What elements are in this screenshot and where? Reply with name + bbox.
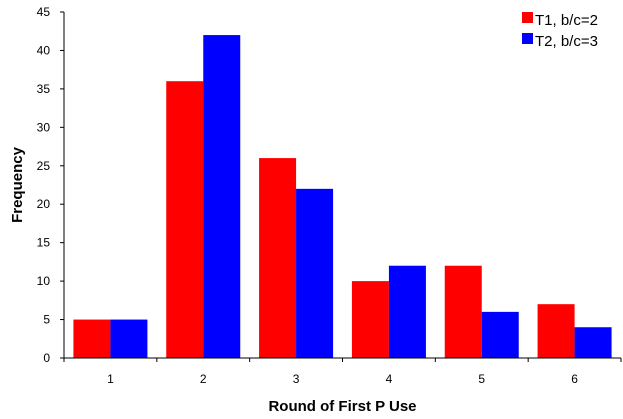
x-tick-label: 6 (571, 372, 578, 386)
y-tick-label: 20 (37, 197, 51, 211)
bar-series-2-cat-2 (203, 35, 241, 358)
bars-group (73, 35, 612, 358)
bar-series-1-cat-3 (259, 158, 297, 358)
bar-series-1-cat-6 (537, 304, 575, 358)
legend-swatch-t2 (522, 33, 533, 44)
legend-label-t1: T1, b/c=2 (535, 12, 598, 29)
x-ticks-group: 1 2 3 4 5 6 (63, 358, 622, 386)
x-tick-label: 5 (478, 372, 485, 386)
y-tick-label: 45 (37, 5, 51, 19)
legend-swatch-t1 (522, 12, 533, 23)
legend: T1, b/c=2 T2, b/c=3 (522, 12, 598, 50)
x-tick-label: 3 (293, 372, 300, 386)
legend-label-t2: T2, b/c=3 (535, 33, 598, 50)
y-axis-title: Frequency (9, 146, 26, 223)
x-tick-label: 4 (386, 372, 393, 386)
y-tick-label: 10 (37, 274, 51, 288)
bar-series-2-cat-3 (296, 188, 334, 358)
y-tick-label: 15 (37, 236, 51, 250)
bar-series-2-cat-1 (110, 319, 148, 358)
y-ticks-group: 0 5 10 15 20 25 30 35 40 45 (37, 5, 64, 365)
y-tick-label: 0 (43, 351, 50, 365)
x-tick-label: 2 (200, 372, 207, 386)
bar-series-1-cat-1 (73, 319, 111, 358)
bar-series-1-cat-4 (351, 281, 389, 358)
y-tick-label: 30 (37, 120, 51, 134)
bar-series-1-cat-2 (166, 81, 204, 358)
bar-series-2-cat-6 (574, 327, 612, 358)
y-tick-label: 5 (43, 313, 50, 327)
bar-series-2-cat-4 (388, 265, 426, 358)
x-tick-label: 1 (107, 372, 114, 386)
bar-series-2-cat-5 (481, 311, 519, 358)
y-tick-label: 25 (37, 159, 51, 173)
bar-series-1-cat-5 (444, 265, 482, 358)
y-tick-label: 35 (37, 82, 51, 96)
x-axis-title: Round of First P Use (268, 398, 416, 415)
y-tick-label: 40 (37, 43, 51, 57)
